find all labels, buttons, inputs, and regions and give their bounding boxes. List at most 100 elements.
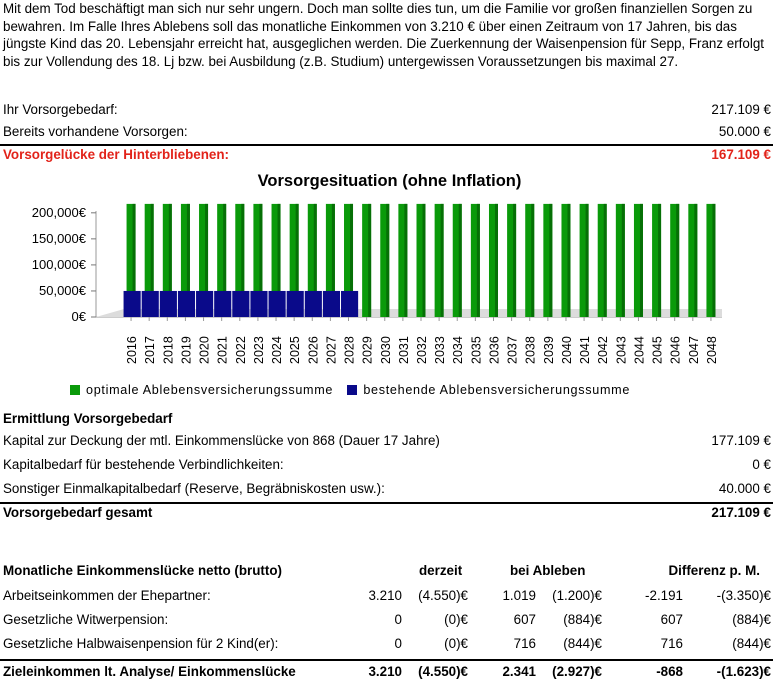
bar-optimal [253, 203, 263, 317]
bar-optimal-shade [513, 203, 517, 317]
death-net: 2.341 [502, 664, 536, 679]
bar-optimal-shade [259, 203, 263, 317]
y-tick-label: 200,000€ [32, 205, 87, 220]
gap-value: 167.109 € [711, 147, 771, 162]
chart-legend: optimale Ablebensversicherungssumme best… [70, 383, 630, 397]
bar-optimal [380, 203, 390, 317]
x-tick-label: 2045 [651, 336, 665, 364]
income-header-label: Monatliche Einkommenslücke netto (brutto… [3, 563, 282, 578]
bar-optimal-shade [603, 203, 607, 317]
bar-optimal [235, 203, 245, 317]
need-total-row: Vorsorgebedarf gesamt 217.109 € [3, 503, 773, 523]
bar-existing [159, 290, 177, 317]
x-tick-label: 2019 [179, 336, 193, 364]
x-tick-label: 2020 [198, 336, 212, 364]
need-row-2: Kapitalbedarf für bestehende Verbindlich… [3, 455, 773, 475]
bar-existing [123, 290, 141, 317]
y-tick-label: 0€ [72, 309, 87, 324]
bar-existing [214, 290, 232, 317]
bar-optimal-shade [639, 203, 643, 317]
x-tick-label: 2042 [596, 336, 610, 364]
bar-optimal [633, 203, 643, 317]
need-row-value: 177.109 € [711, 433, 771, 448]
x-tick-label: 2037 [506, 336, 520, 364]
diff-net: 607 [660, 612, 683, 627]
death-gross: (844)€ [563, 636, 602, 651]
bar-optimal [434, 203, 444, 317]
bar-optimal-shade [585, 203, 589, 317]
x-tick-label: 2027 [324, 336, 338, 364]
bar-optimal [307, 203, 317, 317]
bar-optimal [452, 203, 462, 317]
bar-optimal-shade [313, 203, 317, 317]
diff-net: -2.191 [645, 588, 683, 603]
income-header-death: bei Ableben [510, 563, 586, 578]
bar-optimal [688, 203, 698, 317]
now-gross: (4.550)€ [418, 588, 468, 603]
income-header-now: derzeit [419, 563, 463, 578]
divider [0, 144, 773, 146]
y-tick-label: 50,000€ [39, 283, 87, 298]
bar-optimal [144, 203, 154, 317]
bar-optimal-shade [549, 203, 553, 317]
x-tick-label: 2048 [705, 336, 719, 364]
legend-label-existing: bestehende Ablebensversicherungssumme [363, 383, 631, 397]
death-gross: (2.927)€ [552, 664, 602, 679]
x-tick-label: 2033 [433, 336, 447, 364]
bar-optimal-shade [458, 203, 462, 317]
x-tick-label: 2017 [143, 336, 157, 364]
x-tick-label: 2044 [632, 336, 646, 364]
bar-optimal [543, 203, 553, 317]
x-tick-label: 2034 [451, 336, 465, 364]
bar-optimal-shade [150, 203, 154, 317]
income-row-label: Arbeitseinkommen der Ehepartner: [3, 588, 211, 603]
chart: 0€ 50,000€ 100,000€ 150,000€ 200,000€ 2016 201… [32, 197, 722, 364]
existing-value: 50.000 € [718, 124, 771, 139]
death-gross: (1.200)€ [552, 588, 602, 603]
diff-gross: (844)€ [732, 636, 771, 651]
x-tick-label: 2018 [161, 336, 175, 364]
bar-optimal [217, 203, 227, 317]
x-tick-label: 2030 [379, 336, 393, 364]
divider [0, 659, 773, 661]
now-net: 0 [394, 636, 402, 651]
bar-optimal-shade [621, 203, 625, 317]
bar-existing [196, 290, 214, 317]
bar-optimal [416, 203, 426, 317]
bar-optimal-shade [205, 203, 209, 317]
bar-optimal-shade [168, 203, 172, 317]
bar-optimal [525, 203, 535, 317]
bar-optimal-shade [531, 203, 535, 317]
need-total-label: Vorsorgebedarf gesamt [3, 505, 153, 520]
bar-optimal-shade [223, 203, 227, 317]
existing-label: Bereits vorhandene Vorsorgen: [3, 124, 188, 139]
x-tick-label: 2026 [306, 336, 320, 364]
x-tick-label: 2022 [234, 336, 248, 364]
bar-optimal [162, 203, 172, 317]
bar-optimal-shade [295, 203, 299, 317]
income-total-label: Zieleinkommen lt. Analyse/ Einkommenslüc… [3, 664, 296, 679]
income-row-label: Gesetzliche Witwerpension: [3, 612, 169, 627]
x-tick-label: 2038 [524, 336, 538, 364]
bar-optimal-shade [386, 203, 390, 317]
need-row-1: Kapital zur Deckung der mtl. Einkommensl… [3, 431, 773, 451]
bar-optimal-shade [368, 203, 372, 317]
x-tick-label: 2043 [614, 336, 628, 364]
bar-optimal [615, 203, 625, 317]
income-row: Gesetzliche Halbwaisenpension für 2 Kind… [3, 633, 773, 655]
need-row-value: 40.000 € [718, 481, 771, 496]
x-tick-label: 2032 [415, 336, 429, 364]
bar-existing [141, 290, 159, 317]
bar-optimal-shade [186, 203, 190, 317]
bar-optimal-shade [422, 203, 426, 317]
now-net: 3.210 [368, 588, 402, 603]
x-tick-label: 2025 [288, 336, 302, 364]
bar-existing [341, 290, 359, 317]
now-net: 0 [394, 612, 402, 627]
death-net: 607 [513, 612, 536, 627]
x-tick-label: 2029 [361, 336, 375, 364]
bar-optimal [561, 203, 571, 317]
x-tick-label: 2041 [578, 336, 592, 364]
x-tick-label: 2016 [125, 336, 139, 364]
diff-net: -868 [656, 664, 683, 679]
